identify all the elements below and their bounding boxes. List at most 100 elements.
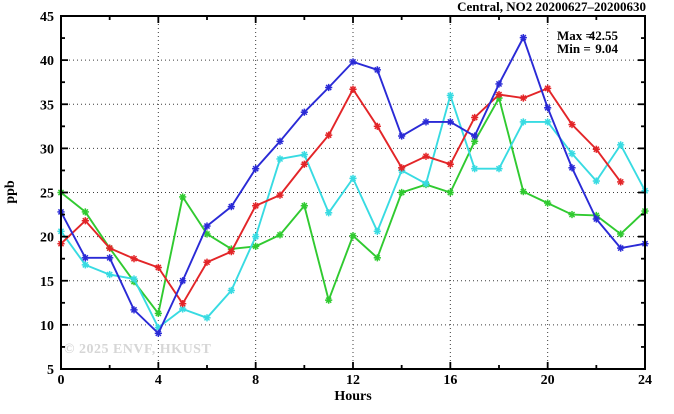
data-point-marker [276,155,284,163]
series-red-line [60,87,622,305]
data-point-marker [398,164,405,171]
y-axis-label: ppb [3,180,18,204]
min-value: 9.04 [595,41,618,56]
data-point-marker [252,202,259,209]
series-blue-markers [57,34,649,337]
data-point-marker [179,193,186,200]
data-point-marker [617,245,624,252]
data-point-marker [252,165,259,172]
y-tick-label: 30 [40,142,54,157]
y-tick-label: 5 [47,363,54,378]
data-point-marker [544,200,551,207]
data-point-marker [130,275,138,283]
data-point-marker [447,92,454,99]
data-point-marker [179,277,186,284]
data-point-marker [276,192,284,199]
data-point-marker [155,330,162,337]
data-point-marker [155,324,162,331]
data-point-marker [422,180,430,187]
data-point-marker [471,114,478,121]
data-point-marker [276,138,284,145]
min-label: Min = [557,41,591,56]
data-point-marker [398,132,405,140]
data-point-marker [349,86,357,93]
data-point-marker [520,188,527,195]
x-tick-label: 0 [58,373,65,388]
data-point-marker [301,151,308,158]
data-point-marker [301,161,308,168]
data-point-marker [155,264,162,271]
max-label: Max = [557,28,593,43]
y-tick-label: 15 [40,275,54,290]
data-point-marker [252,243,259,250]
data-point-marker [301,109,308,116]
data-point-marker [495,80,503,88]
series-green-markers [57,94,649,318]
data-point-marker [301,202,308,209]
data-point-marker [325,209,332,216]
data-point-marker [471,138,478,145]
data-point-marker [520,118,527,125]
data-point-marker [617,141,624,148]
data-point-marker [252,233,259,240]
data-point-marker [593,177,600,185]
data-point-marker [568,164,576,171]
data-point-marker [374,228,381,235]
data-point-marker [520,34,527,41]
axis-ticks [60,15,646,370]
data-point-marker [179,300,186,307]
data-point-marker [155,310,162,317]
data-point-marker [422,153,430,160]
x-axis-label: Hours [334,389,372,404]
data-point-marker [593,215,600,223]
data-point-marker [130,255,138,262]
y-tick-label: 45 [40,10,54,25]
data-point-marker [617,230,624,238]
data-point-marker [325,297,332,304]
data-point-marker [398,189,405,196]
data-point-marker [228,248,235,255]
data-point-marker [374,123,381,130]
data-point-marker [544,104,551,111]
data-point-marker [422,118,430,125]
data-point-marker [82,261,89,268]
data-point-marker [374,254,381,261]
series-red-markers [57,84,625,308]
data-point-marker [544,118,551,125]
data-point-marker [495,165,503,172]
data-point-marker [544,85,551,92]
data-point-marker [228,287,235,294]
data-point-marker [349,232,357,239]
data-point-marker [349,58,357,65]
data-point-marker [568,150,576,157]
x-tick-label: 20 [541,373,555,388]
data-point-marker [447,161,454,168]
data-point-marker [447,118,454,125]
data-point-marker [106,254,113,261]
data-point-marker [568,211,576,218]
data-point-marker [617,178,624,185]
max-value: 42.55 [589,28,619,43]
x-tick-label: 12 [346,373,360,388]
x-tick-label: 8 [252,373,259,388]
data-point-marker [471,165,478,172]
y-tick-label: 40 [40,54,54,69]
data-point-marker [203,259,211,266]
data-point-marker [82,254,89,261]
data-point-marker [495,91,503,98]
data-point-marker [276,231,284,238]
watermark: © 2025 ENVF, HKUST [64,342,211,357]
data-point-marker [179,305,186,313]
chart-title: Central, NO2 20200627–20200630 [457,0,646,14]
data-point-marker [203,230,211,238]
data-point-marker [325,132,332,139]
data-point-marker [325,84,332,91]
x-tick-label: 4 [155,373,162,388]
data-point-marker [82,208,89,215]
data-point-marker [471,132,478,140]
data-point-marker [106,271,113,278]
data-point-marker [82,217,89,224]
data-point-marker [374,66,381,73]
